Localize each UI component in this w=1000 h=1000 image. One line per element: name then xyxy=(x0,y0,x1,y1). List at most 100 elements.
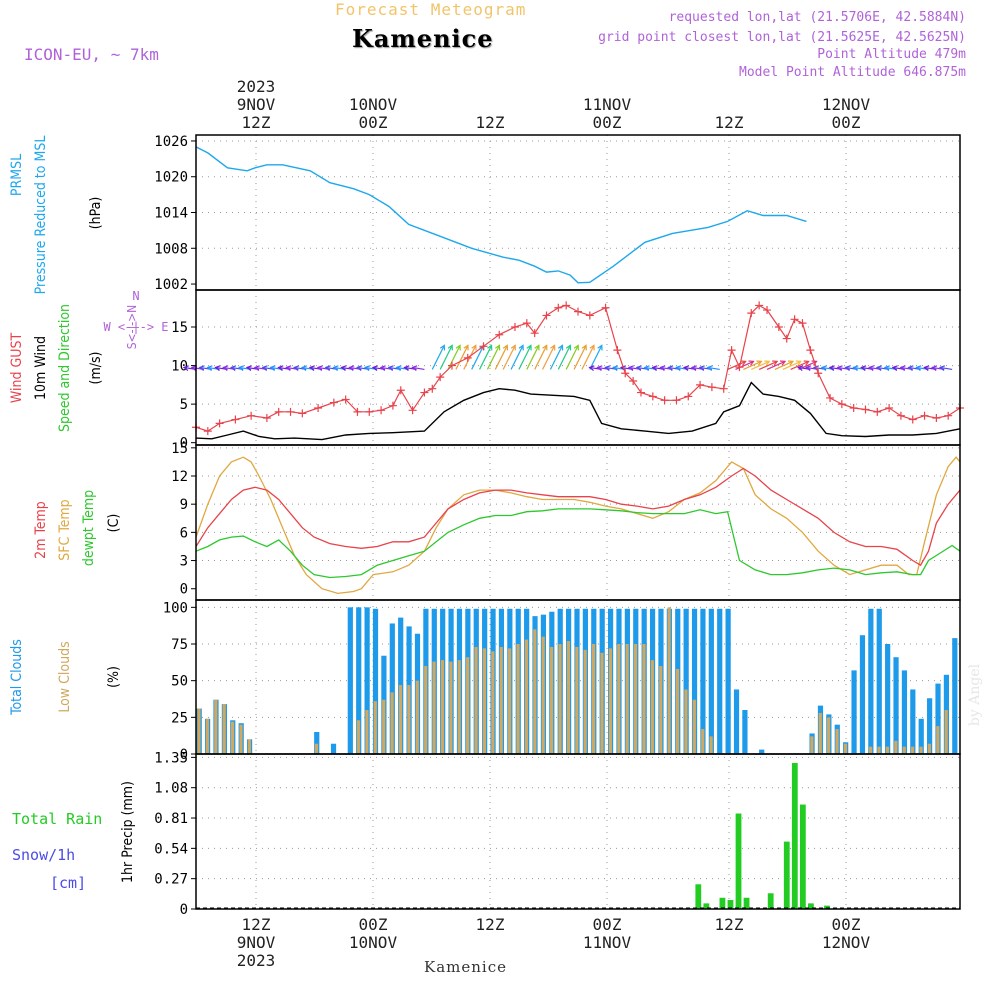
wind-arrowhead xyxy=(395,365,402,371)
wind-label-speed: 10m Wind xyxy=(33,336,49,400)
gust-marker xyxy=(613,346,622,355)
top-time-label: 00Z xyxy=(593,113,622,132)
y-tick-label: 1020 xyxy=(154,170,188,186)
wind-arrowhead xyxy=(463,344,469,351)
wind-arrowhead xyxy=(487,344,493,351)
wind-arrowhead xyxy=(439,344,446,351)
low-cloud-bar xyxy=(491,651,495,754)
gust-marker xyxy=(601,303,610,312)
y-tick-label: 0 xyxy=(180,902,188,918)
wind-arrow xyxy=(412,366,425,371)
wind-arrowhead xyxy=(324,365,331,371)
gust-marker xyxy=(696,380,705,389)
pressure-label-full: Pressure Reduced to MSL xyxy=(33,136,49,295)
wind-arrowhead xyxy=(348,365,355,371)
gust-marker xyxy=(262,414,271,423)
y-tick-label: 12 xyxy=(171,469,188,485)
wind-arrow xyxy=(510,345,524,370)
wind-arrowhead xyxy=(756,360,763,366)
gust-marker xyxy=(790,315,799,324)
wind-arrowhead xyxy=(206,365,213,371)
wind-arrowhead xyxy=(931,365,938,371)
low-cloud-bar xyxy=(457,660,461,754)
total-cloud-bar xyxy=(683,608,689,754)
wind-arrow xyxy=(526,345,540,370)
temp-unit: (C) xyxy=(106,514,122,533)
low-cloud-bar xyxy=(583,649,587,754)
wind-arrowhead xyxy=(557,344,564,351)
bottom-time-label: 12Z xyxy=(242,915,271,934)
wind-label-direction: Speed and Direction xyxy=(57,304,73,432)
cloud-label-total: Total Clouds xyxy=(9,639,25,716)
wind-arrowhead xyxy=(502,344,509,351)
top-time-label: 00Z xyxy=(359,113,388,132)
low-cloud-bar xyxy=(449,661,453,754)
low-cloud-bar xyxy=(869,746,873,754)
gust-marker xyxy=(806,346,815,355)
gust-marker xyxy=(408,406,417,415)
wind-arrowhead xyxy=(565,344,572,351)
panel-frame-precip xyxy=(195,753,961,910)
rain-bar xyxy=(767,893,774,909)
rain-bar xyxy=(783,841,790,909)
low-cloud-bar xyxy=(373,701,377,754)
bottom-time-label: 12Z xyxy=(715,915,744,934)
low-cloud-bar xyxy=(701,729,705,754)
rain-bar xyxy=(824,905,830,909)
gust-marker xyxy=(660,396,669,405)
low-cloud-bar xyxy=(424,666,428,754)
low-cloud-bar xyxy=(684,689,688,754)
wind-label-gust: Wind GUST xyxy=(9,333,25,404)
y-tick-label: 1008 xyxy=(154,241,188,257)
bottom-time-label: 10NOV xyxy=(349,933,398,952)
gust-marker xyxy=(861,405,870,414)
low-cloud-bar xyxy=(709,736,713,754)
wind-arrow xyxy=(479,345,493,370)
top-time-label: 2023 xyxy=(237,77,276,96)
pressure-line xyxy=(195,146,807,284)
wind-arrowhead xyxy=(510,344,516,351)
gust-marker xyxy=(574,307,582,316)
gust-marker xyxy=(932,414,941,423)
footer-location: Kamenice xyxy=(424,958,507,976)
wind-arrowhead xyxy=(589,344,595,351)
total-cloud-bar xyxy=(885,644,891,754)
rain-bar xyxy=(808,903,814,909)
wind-arrowhead xyxy=(803,360,810,366)
y-tick-label: 1026 xyxy=(154,134,188,150)
top-time-label: 00Z xyxy=(832,113,861,132)
low-cloud-bar xyxy=(440,660,445,754)
low-cloud-bar xyxy=(365,710,369,754)
wind-arrowhead xyxy=(868,365,875,371)
low-cloud-bar xyxy=(667,607,671,754)
compass-vertical: S<-|->N xyxy=(125,305,139,349)
y-tick-label: 100 xyxy=(163,600,188,616)
low-cloud-bar xyxy=(818,712,822,754)
wind-arrowhead xyxy=(804,365,812,371)
gust-marker xyxy=(621,369,630,378)
gust-marker xyxy=(365,407,374,416)
rain-bar xyxy=(719,897,726,909)
y-tick-label: 0.27 xyxy=(154,872,188,888)
wind-arrow xyxy=(439,345,453,370)
wind-arrow xyxy=(518,345,532,370)
wind-arrowhead xyxy=(471,344,477,351)
y-tick-label: 75 xyxy=(171,637,188,653)
top-time-label: 12NOV xyxy=(822,95,871,114)
gust-marker xyxy=(203,427,212,436)
gust-marker xyxy=(837,400,846,409)
wind-arrowhead xyxy=(698,365,705,371)
wind-arrow xyxy=(707,366,720,371)
y-tick-label: 50 xyxy=(171,674,188,690)
rain-bar xyxy=(791,762,798,909)
low-cloud-bar xyxy=(205,718,209,754)
total-cloud-bar xyxy=(700,608,706,754)
top-time-label: 10NOV xyxy=(349,95,398,114)
total-cloud-bar xyxy=(901,670,908,754)
rain-bars xyxy=(695,762,830,909)
wind-arrowhead xyxy=(779,360,787,366)
wind-arrowhead xyxy=(883,365,890,371)
wind-arrowhead xyxy=(403,365,410,371)
low-cloud-bar xyxy=(885,746,890,754)
cloud-label-low: Low Clouds xyxy=(57,641,73,712)
